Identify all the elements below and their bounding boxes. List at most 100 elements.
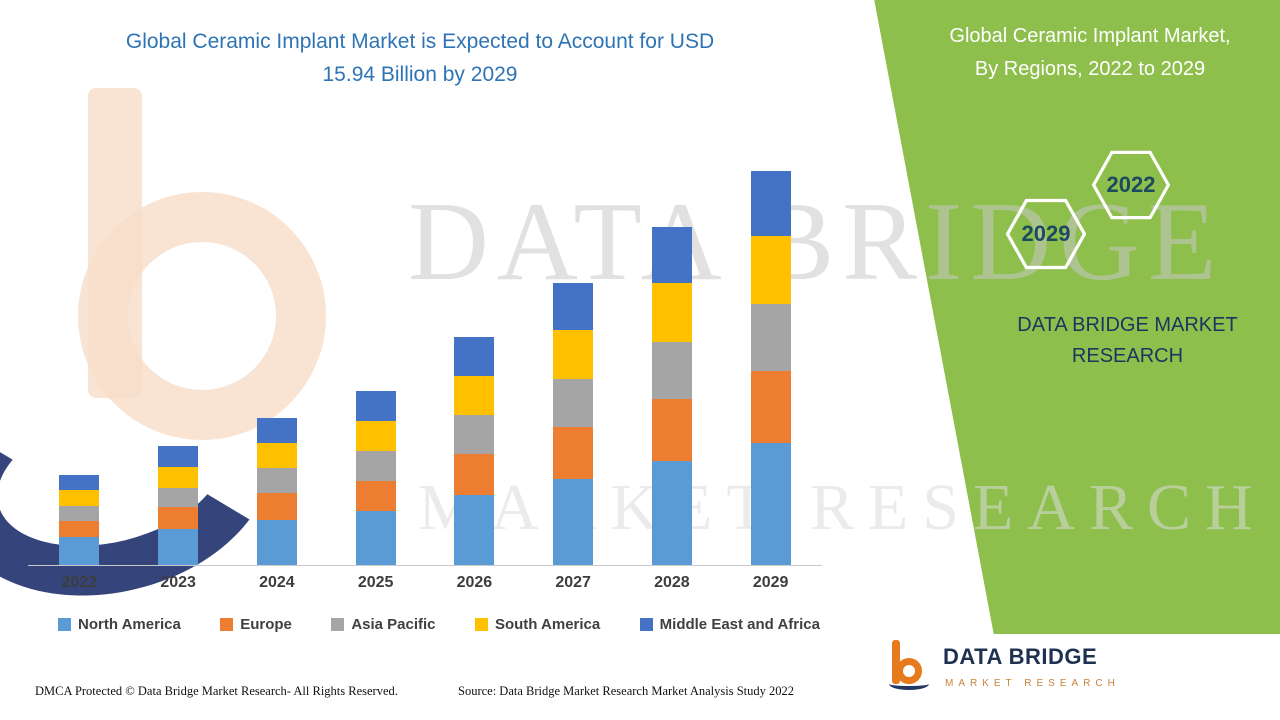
bar-segment-2029-middle-east-and-africa — [750, 170, 791, 237]
bar-segment-2028-europe — [651, 399, 692, 461]
hexagon-2022-label: 2022 — [1106, 172, 1156, 197]
bar-segment-2022-europe — [59, 520, 100, 538]
bar-segment-2028-middle-east-and-africa — [651, 226, 692, 283]
x-axis-label-2026: 2026 — [456, 574, 493, 591]
bar-segment-2023-europe — [158, 507, 199, 529]
chart-title-line2: 15.94 Billion by 2029 — [322, 62, 518, 86]
side-panel-brand-name: DATA BRIDGE MARKET RESEARCH — [1017, 314, 1238, 367]
bar-segment-2024-middle-east-and-africa — [256, 417, 297, 443]
legend-item-europe: Europe — [220, 616, 292, 633]
bar-column-2023 — [158, 446, 199, 565]
bar-segment-2024-europe — [256, 493, 297, 520]
logo-company-tagline: MARKET RESEARCH — [945, 678, 1120, 689]
bar-slot-2023 — [129, 120, 228, 565]
legend-item-asia-pacific: Asia Pacific — [331, 616, 436, 633]
data-bridge-logo: DATA BRIDGE MARKET RESEARCH — [885, 636, 1165, 708]
legend-swatch-north-america — [58, 618, 71, 631]
side-panel-title-line2: By Regions, 2022 to 2029 — [974, 58, 1206, 80]
x-axis-label-2024: 2024 — [259, 574, 295, 591]
hexagon-2029: 2029 — [998, 198, 1094, 270]
legend-swatch-south-america — [474, 618, 488, 631]
bar-slot-2025 — [326, 120, 425, 565]
legend-label-north-america: North America — [78, 616, 181, 633]
bar-segment-2027-south-america — [553, 330, 594, 379]
bar-segment-2025-europe — [355, 480, 396, 512]
bar-segment-2023-middle-east-and-africa — [158, 446, 199, 468]
bar-segment-2023-asia-pacific — [158, 487, 199, 508]
bar-segment-2024-north-america — [256, 519, 297, 565]
legend-swatch-europe — [220, 618, 234, 631]
hexagon-2029-label: 2029 — [1021, 221, 1071, 246]
bar-segment-2029-europe — [750, 371, 791, 444]
bar-segment-2027-middle-east-and-africa — [553, 282, 594, 331]
x-axis-label-2029: 2029 — [752, 574, 789, 591]
bar-segment-2029-asia-pacific — [750, 304, 791, 372]
hexagon-outline-icon — [1091, 150, 1171, 220]
legend-label-asia-pacific: Asia Pacific — [351, 616, 436, 633]
bar-segment-2026-middle-east-and-africa — [454, 337, 495, 376]
bar-segment-2022-middle-east-and-africa — [59, 475, 100, 490]
bar-segment-2023-south-america — [158, 467, 199, 488]
bar-column-2029 — [750, 170, 791, 565]
chart-title: Global Ceramic Implant Market is Expecte… — [60, 26, 780, 91]
chart-legend: North America Europe Asia Pacific South Ame… — [58, 616, 820, 633]
bar-segment-2022-asia-pacific — [59, 506, 100, 521]
bar-segment-2023-north-america — [158, 528, 199, 565]
bar-slot-2027 — [524, 120, 623, 565]
bar-column-2025 — [355, 390, 396, 565]
x-axis-label-2025: 2025 — [357, 574, 394, 591]
bar-segment-2025-north-america — [355, 511, 396, 565]
bar-column-2024 — [256, 417, 297, 565]
bar-segment-2025-south-america — [355, 420, 396, 451]
bar-segment-2028-asia-pacific — [651, 341, 692, 400]
bar-segment-2024-asia-pacific — [256, 468, 297, 494]
bar-segment-2025-middle-east-and-africa — [355, 390, 396, 421]
logo-b-bar-shape — [892, 640, 900, 684]
logo-swoosh-shape — [889, 678, 929, 690]
bar-segment-2027-asia-pacific — [553, 378, 594, 428]
bar-segment-2028-north-america — [651, 460, 692, 565]
bar-segment-2027-north-america — [553, 478, 594, 565]
logo-company-name: DATA BRIDGE — [943, 644, 1098, 669]
x-axis-label-2022: 2022 — [61, 574, 98, 591]
legend-item-north-america: North America — [58, 616, 181, 633]
bar-slot-2026 — [425, 120, 524, 565]
bar-segment-2026-north-america — [454, 495, 495, 565]
bar-column-2027 — [553, 282, 594, 565]
bar-column-2022 — [59, 475, 100, 565]
legend-swatch-middle-east-and-africa — [639, 618, 653, 631]
bar-segment-2027-europe — [553, 427, 594, 479]
x-axis-label-2028: 2028 — [654, 574, 690, 591]
chart-title-line1: Global Ceramic Implant Market is Expecte… — [125, 30, 715, 53]
bar-segment-2028-south-america — [651, 282, 692, 342]
side-panel-title: Global Ceramic Implant Market, By Region… — [905, 20, 1275, 86]
bar-segment-2024-south-america — [256, 442, 297, 469]
bar-segment-2022-north-america — [59, 537, 100, 565]
bar-slot-2028 — [623, 120, 722, 565]
legend-label-europe: Europe — [240, 616, 292, 633]
legend-item-middle-east-and-africa: Middle East and Africa — [639, 616, 820, 633]
bar-slot-2024 — [228, 120, 327, 565]
hexagon-outline-icon — [1005, 198, 1087, 270]
bar-column-2028 — [651, 226, 692, 565]
source-note: Source: Data Bridge Market Research Mark… — [458, 684, 795, 698]
hexagon-2022: 2022 — [1090, 150, 1172, 220]
bar-slot-2022 — [30, 120, 129, 565]
bar-segment-2022-south-america — [59, 489, 100, 507]
bar-segment-2029-north-america — [750, 443, 791, 565]
x-axis-line — [28, 565, 822, 566]
bar-slot-2029 — [721, 120, 820, 565]
bar-segment-2026-europe — [454, 453, 495, 495]
legend-label-south-america: South America — [494, 616, 601, 633]
bottom-white-band — [858, 634, 1280, 720]
bar-segment-2025-asia-pacific — [355, 450, 396, 481]
data-bridge-logo-icon — [885, 640, 933, 696]
bar-segment-2026-asia-pacific — [454, 414, 495, 454]
bar-column-2026 — [454, 337, 495, 565]
side-panel-title-line1: Global Ceramic Implant Market, — [949, 25, 1231, 47]
bar-segment-2026-south-america — [454, 375, 495, 415]
x-axis-label-2023: 2023 — [160, 574, 196, 591]
dmca-notice: DMCA Protected © Data Bridge Market Rese… — [35, 684, 398, 698]
legend-item-south-america: South America — [474, 616, 601, 633]
